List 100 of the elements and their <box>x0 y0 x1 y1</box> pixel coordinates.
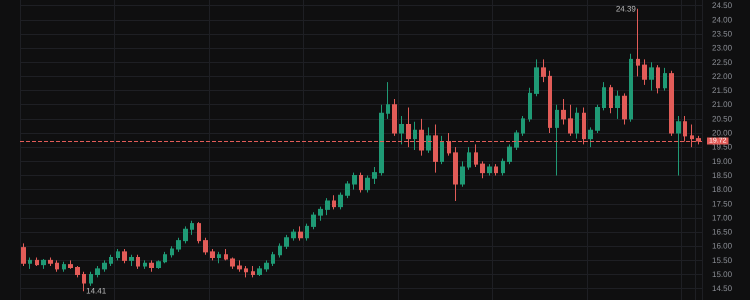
candlestick <box>622 92 627 126</box>
y-tick-label: 20.50 <box>712 114 733 124</box>
y-tick-label: 16.50 <box>712 228 733 237</box>
candlestick <box>588 126 593 148</box>
candlestick <box>156 260 161 270</box>
candlestick <box>55 260 59 272</box>
y-tick-label: 18.00 <box>712 185 733 194</box>
candlestick <box>609 84 613 114</box>
candlestick <box>75 266 80 278</box>
candlestick <box>298 226 303 242</box>
candlestick <box>629 53 633 122</box>
annotation: 14.41 <box>86 286 107 296</box>
y-tick-label: 23.50 <box>712 29 733 38</box>
candlestick <box>271 251 275 267</box>
candlestick <box>602 82 606 111</box>
y-tick-label: 21.00 <box>712 100 733 110</box>
candlestick <box>426 126 431 154</box>
candlestick <box>501 158 505 176</box>
candlestick <box>62 261 66 272</box>
y-tick-label: 22.50 <box>712 58 733 67</box>
candlestick <box>413 121 417 150</box>
candlestick <box>95 266 100 278</box>
candlestick <box>122 248 127 264</box>
candlestick <box>170 246 174 258</box>
candlestick <box>35 257 39 267</box>
candlestick <box>649 62 654 92</box>
candlestick <box>541 58 546 83</box>
candlestick <box>237 260 242 272</box>
candlestick <box>264 260 269 272</box>
candlestick <box>453 146 458 202</box>
candlestick <box>129 254 134 267</box>
candlestick <box>338 192 343 210</box>
candlestick <box>203 237 208 256</box>
candlestick <box>102 260 107 272</box>
candlestick <box>615 90 620 120</box>
candlestick <box>345 180 350 199</box>
candlestick <box>521 116 525 136</box>
candlestick <box>257 266 262 276</box>
candlestick <box>555 104 559 176</box>
candlestick <box>143 260 147 270</box>
candlestick <box>325 198 330 216</box>
candlestick <box>399 116 404 145</box>
y-tick-label: 24.50 <box>712 1 733 10</box>
y-tick-label: 19.00 <box>712 156 733 166</box>
candlestick <box>217 251 221 264</box>
candlestick <box>318 206 323 222</box>
candlestick <box>230 257 235 270</box>
candlestick <box>595 104 600 134</box>
candlestick <box>561 98 566 126</box>
candlestick <box>507 144 512 165</box>
y-tick-label: 24.00 <box>712 15 733 24</box>
candlestick <box>224 248 228 261</box>
y-tick-label: 18.50 <box>712 170 733 180</box>
annotation: 24.39 <box>616 4 636 14</box>
candlestick <box>190 220 194 236</box>
candlestick <box>89 271 93 286</box>
candlestick <box>480 160 485 179</box>
candlestick <box>68 260 73 270</box>
candlestick <box>669 70 674 136</box>
y-tick-label: 17.50 <box>712 199 733 208</box>
candlestick <box>386 82 390 120</box>
candlestick <box>183 226 188 244</box>
candlestick <box>21 242 26 267</box>
candlestick <box>548 70 552 134</box>
candlestick <box>48 257 53 267</box>
candlestick <box>474 144 478 168</box>
candlestick <box>116 248 120 261</box>
candlestick <box>41 258 46 270</box>
candlestick <box>136 254 140 270</box>
candlestick <box>305 223 309 242</box>
y-tick-label: 20.00 <box>712 128 733 138</box>
y-tick-label: 15.50 <box>712 256 733 265</box>
candlestick <box>251 266 255 278</box>
candlestick <box>176 237 181 252</box>
candlestick <box>440 135 444 165</box>
y-tick-label: 23.00 <box>712 44 733 53</box>
y-tick-label: 22.00 <box>712 72 733 81</box>
candlestick <box>278 242 282 258</box>
candlestick <box>467 146 471 170</box>
candlestick <box>210 248 215 261</box>
candlestick <box>514 130 519 150</box>
candlestick <box>642 58 647 86</box>
candlestick <box>332 194 336 210</box>
candlestick <box>244 266 248 278</box>
candlestick <box>379 104 384 176</box>
y-tick-label: 17.00 <box>712 213 733 222</box>
candlestick <box>149 260 154 272</box>
candlestick <box>284 234 289 250</box>
candlestick <box>291 228 296 242</box>
candlestick <box>109 254 113 267</box>
candlestick <box>528 87 532 122</box>
y-tick-label: 21.50 <box>712 86 733 96</box>
candlestick <box>568 104 573 136</box>
candlestick <box>365 174 370 193</box>
candlestick <box>359 172 363 193</box>
candlestick <box>311 212 316 230</box>
candlestick <box>676 116 681 176</box>
candlestick <box>82 271 86 292</box>
y-tick-label: 14.50 <box>712 284 733 294</box>
candlestick <box>197 222 201 244</box>
